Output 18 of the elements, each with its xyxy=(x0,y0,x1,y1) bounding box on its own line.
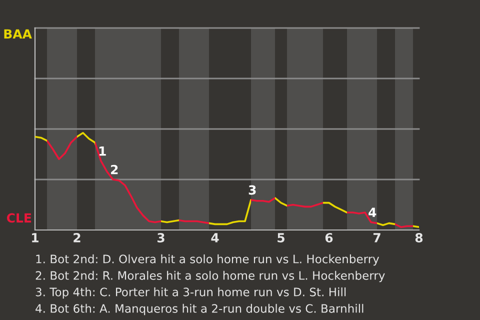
x-tick-label: 4 xyxy=(211,233,219,242)
annotation: 3 xyxy=(248,185,256,195)
text: 4. Bot 6th: A. Manqueros hit a 2-run double vs C. Barnhill xyxy=(36,304,364,316)
x-tick-label: 5 xyxy=(278,233,284,242)
x-tick-label: 7 xyxy=(373,233,380,242)
text: BAA xyxy=(4,29,32,38)
annotation: 1 xyxy=(99,146,106,156)
text: 2. Bot 2nd: R. Morales hit a solo home run vs L. Hockenberry xyxy=(36,270,385,282)
x-tick-label: 8 xyxy=(415,233,423,242)
annotation: 2 xyxy=(111,164,118,174)
x-tick-label: 3 xyxy=(157,233,164,242)
x-tick-label: 6 xyxy=(325,233,333,242)
text: 1. Bot 2nd: D. Olvera hit a solo home run vs L. Hockenberry xyxy=(36,254,380,266)
text: 3. Top 4th: C. Porter hit a 3-run home run vs D. St. Hill xyxy=(36,287,346,299)
text: CLE xyxy=(6,213,32,223)
x-tick-label: 1 xyxy=(32,233,38,242)
annotation: 4 xyxy=(368,208,376,217)
x-tick-label: 2 xyxy=(74,233,80,242)
